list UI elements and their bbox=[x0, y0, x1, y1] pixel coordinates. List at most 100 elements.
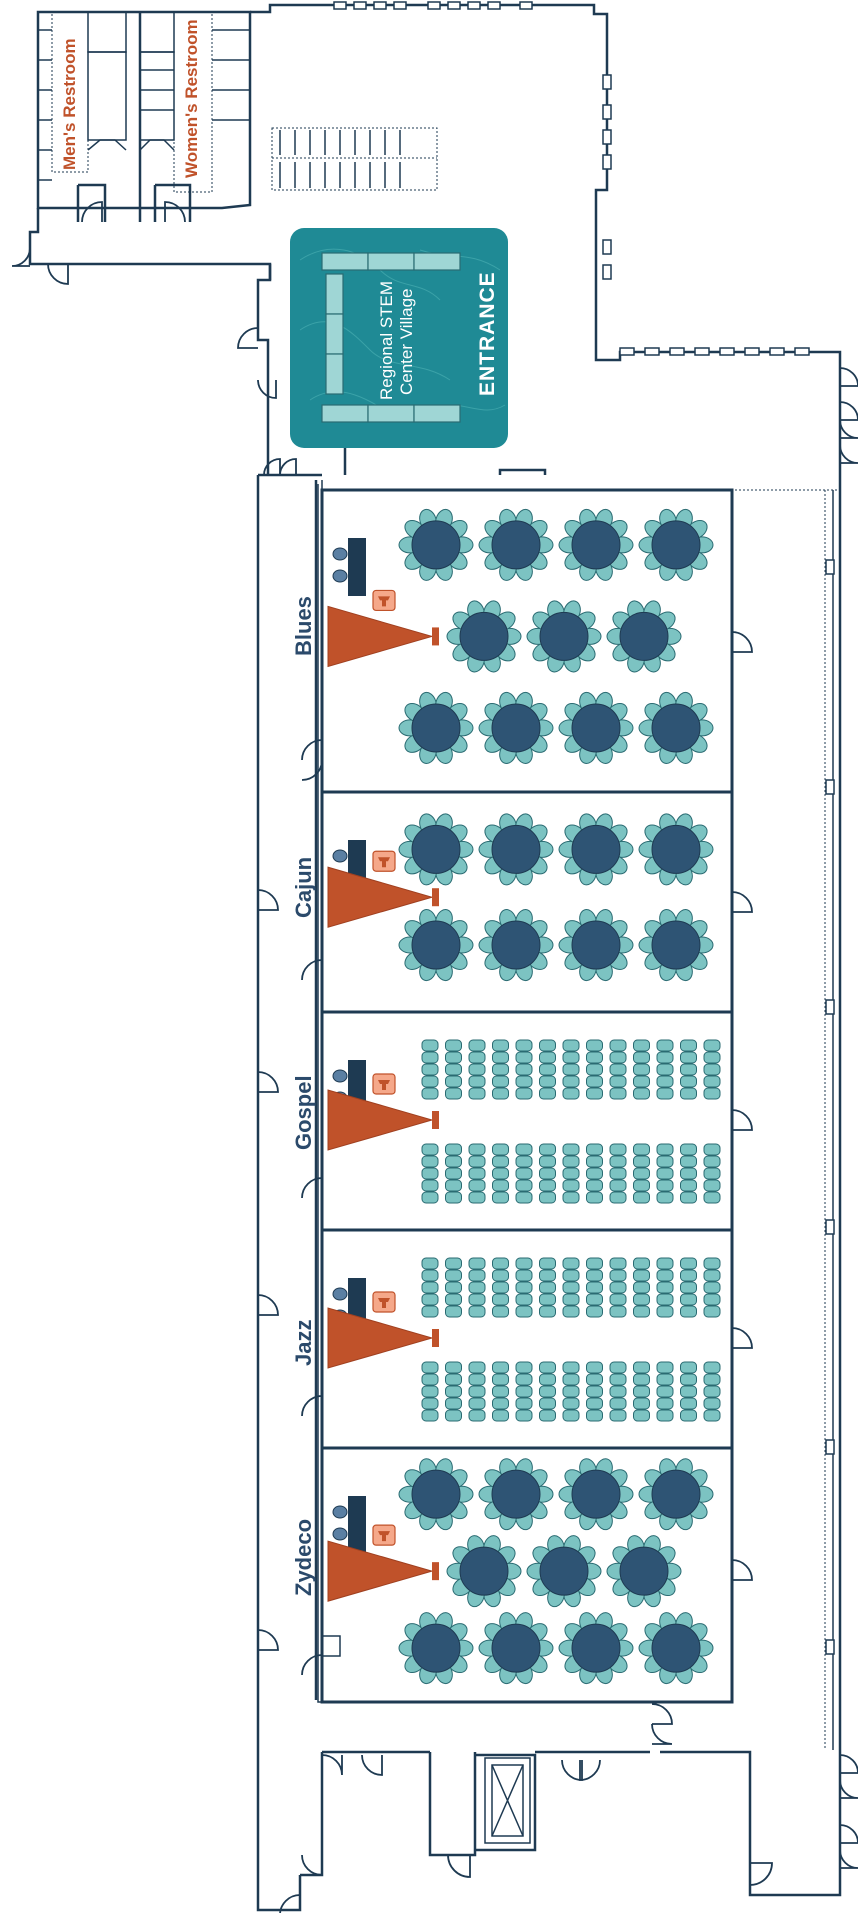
theater-chair bbox=[586, 1293, 603, 1306]
theater-chair bbox=[421, 1075, 439, 1088]
theater-chair bbox=[492, 1305, 509, 1318]
projection-beam bbox=[327, 1089, 434, 1151]
table-top bbox=[411, 520, 461, 570]
stem-village-line2: Center Village bbox=[397, 289, 416, 395]
theater-chair bbox=[609, 1397, 627, 1410]
theater-chair bbox=[633, 1155, 650, 1168]
theater-chair bbox=[468, 1281, 486, 1294]
theater-chair bbox=[539, 1143, 556, 1156]
theater-chair bbox=[680, 1385, 697, 1398]
theater-chair bbox=[445, 1087, 462, 1100]
theater-chair bbox=[680, 1361, 697, 1374]
theater-chair bbox=[421, 1257, 439, 1270]
theater-chair bbox=[445, 1305, 462, 1318]
theater-chair bbox=[586, 1361, 603, 1374]
theater-chair bbox=[609, 1269, 627, 1282]
room-blues: Blues bbox=[291, 488, 753, 794]
theater-chair bbox=[562, 1179, 580, 1192]
theater-chair bbox=[421, 1051, 439, 1064]
theater-chair bbox=[562, 1305, 580, 1318]
theater-chair bbox=[515, 1305, 533, 1318]
head-chair bbox=[332, 1069, 348, 1083]
theater-chair bbox=[633, 1361, 650, 1374]
theater-chair bbox=[445, 1361, 462, 1374]
theater-chair bbox=[421, 1179, 439, 1192]
round-table bbox=[398, 508, 474, 581]
theater-seating bbox=[421, 1039, 721, 1204]
theater-chair bbox=[633, 1087, 650, 1100]
theater-chair bbox=[468, 1409, 486, 1422]
theater-chair bbox=[468, 1143, 486, 1156]
theater-chair bbox=[680, 1191, 697, 1204]
round-table bbox=[558, 691, 634, 764]
theater-chair bbox=[445, 1373, 462, 1386]
theater-chair bbox=[680, 1305, 697, 1318]
theater-chair bbox=[703, 1039, 721, 1052]
theater-chair bbox=[633, 1305, 650, 1318]
theater-chair bbox=[562, 1143, 580, 1156]
podium-glyph bbox=[378, 1080, 390, 1090]
theater-chair bbox=[468, 1191, 486, 1204]
theater-chair bbox=[515, 1373, 533, 1386]
theater-chair bbox=[445, 1269, 462, 1282]
theater-chair bbox=[445, 1167, 462, 1180]
room-cajun: Cajun bbox=[291, 790, 753, 1014]
theater-chair bbox=[680, 1063, 697, 1076]
theater-chair bbox=[445, 1409, 462, 1422]
theater-chair bbox=[680, 1179, 697, 1192]
head-chair bbox=[332, 547, 348, 561]
table-top bbox=[491, 1469, 541, 1519]
theater-chair bbox=[680, 1075, 697, 1088]
theater-chair bbox=[421, 1385, 439, 1398]
theater-chair bbox=[468, 1179, 486, 1192]
table-top bbox=[651, 703, 701, 753]
room-label-cajun: Cajun bbox=[291, 857, 316, 918]
theater-chair bbox=[680, 1167, 697, 1180]
theater-chair bbox=[586, 1075, 603, 1088]
theater-chair bbox=[586, 1385, 603, 1398]
theater-chair bbox=[468, 1397, 486, 1410]
theater-chair bbox=[586, 1087, 603, 1100]
room-label-gospel: Gospel bbox=[291, 1075, 316, 1150]
theater-chair bbox=[445, 1191, 462, 1204]
theater-chair bbox=[562, 1063, 580, 1076]
theater-chair bbox=[586, 1409, 603, 1422]
theater-chair bbox=[539, 1063, 556, 1076]
theater-chair bbox=[586, 1155, 603, 1168]
theater-chair bbox=[680, 1373, 697, 1386]
theater-chair bbox=[515, 1361, 533, 1374]
table-top bbox=[491, 824, 541, 874]
theater-chair bbox=[656, 1039, 674, 1052]
table-top bbox=[459, 1546, 509, 1596]
theater-chair bbox=[656, 1305, 674, 1318]
theater-chair bbox=[656, 1281, 674, 1294]
theater-chair bbox=[633, 1051, 650, 1064]
room-label-blues: Blues bbox=[291, 596, 316, 656]
theater-chair bbox=[468, 1373, 486, 1386]
theater-chair bbox=[445, 1075, 462, 1088]
theater-chair bbox=[468, 1155, 486, 1168]
theater-chair bbox=[421, 1167, 439, 1180]
theater-chair bbox=[586, 1051, 603, 1064]
table-top bbox=[411, 703, 461, 753]
theater-chair bbox=[515, 1385, 533, 1398]
theater-chair bbox=[468, 1087, 486, 1100]
round-table bbox=[606, 600, 682, 673]
projection-beam bbox=[327, 1540, 434, 1602]
theater-chair bbox=[656, 1361, 674, 1374]
theater-chair bbox=[468, 1293, 486, 1306]
round-table bbox=[398, 813, 474, 886]
theater-chair bbox=[515, 1257, 533, 1270]
theater-chair bbox=[515, 1143, 533, 1156]
theater-chair bbox=[609, 1075, 627, 1088]
theater-chair bbox=[656, 1063, 674, 1076]
theater-chair bbox=[633, 1385, 650, 1398]
theater-chair bbox=[539, 1051, 556, 1064]
theater-chair bbox=[656, 1191, 674, 1204]
round-table bbox=[558, 909, 634, 982]
theater-chair bbox=[586, 1305, 603, 1318]
table-top bbox=[571, 1469, 621, 1519]
round-table bbox=[526, 600, 602, 673]
table-top bbox=[651, 1469, 701, 1519]
theater-chair bbox=[445, 1155, 462, 1168]
